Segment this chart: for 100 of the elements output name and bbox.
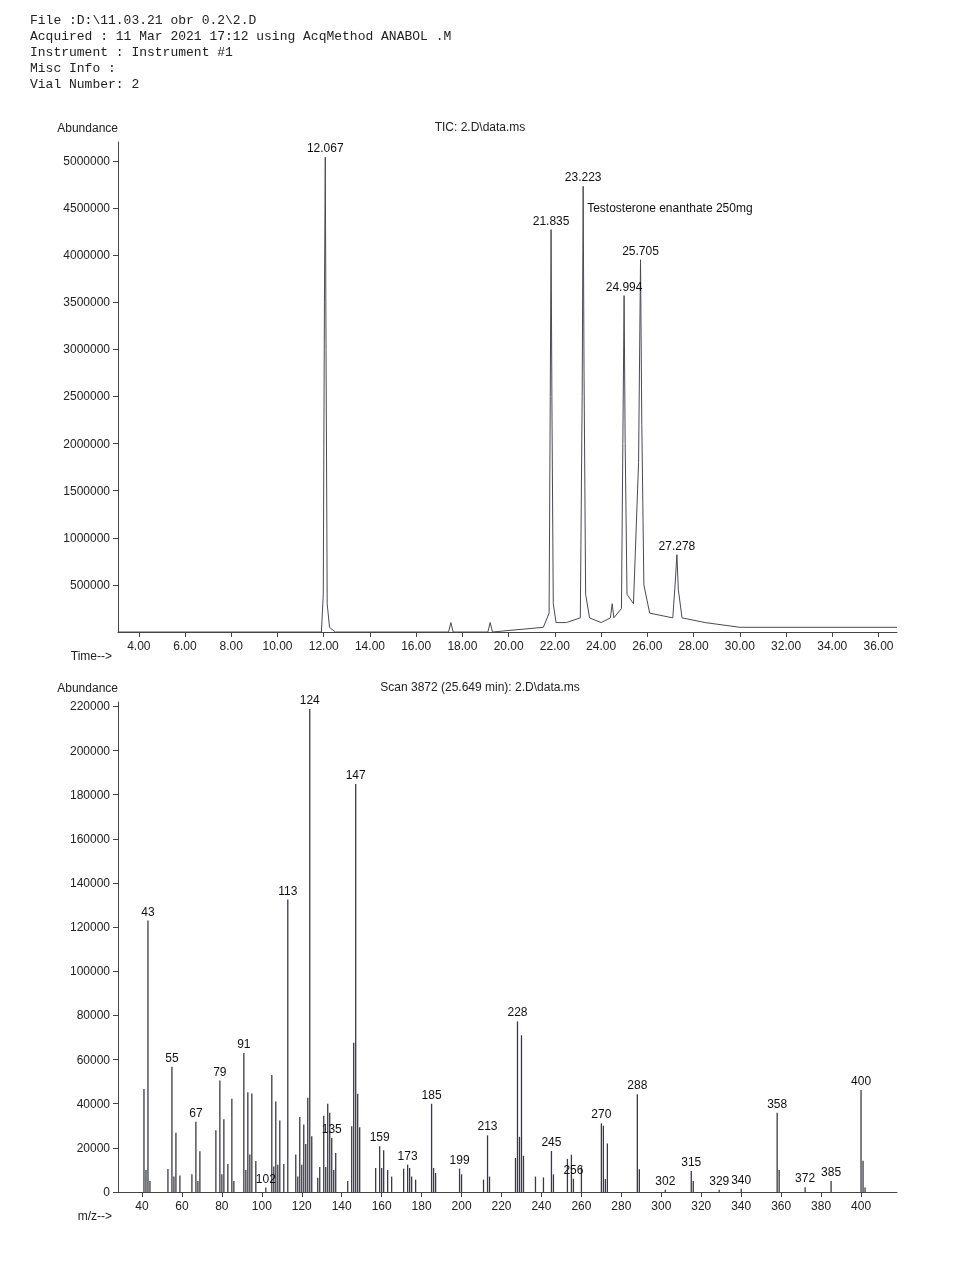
annotation: 270 [591,1107,612,1122]
x-tick-label: 6.00 [173,639,198,653]
text: Acquired : 11 Mar 2021 17:12 using AcqMethod ANABOL .M [30,29,452,44]
annotation: 147 [345,767,367,782]
annotation: 43 [141,904,155,919]
x-axis-title: m/z--> [77,1209,112,1223]
annotation: 358 [767,1096,788,1111]
annotation: 79 [213,1064,227,1079]
x-tick-label: 12.00 [308,639,340,653]
annotation: 213 [477,1119,498,1134]
text: File :D:\11.03.21 obr 0.2\2.D [30,13,257,28]
y-tick-label: 180000 [69,787,111,802]
x-tick-label: 10.00 [262,639,293,653]
y-tick-label: 4500000 [63,200,111,215]
chart-title: TIC: 2.D\data.ms [434,120,526,134]
annotation: 372 [795,1171,816,1186]
annotation: 173 [397,1148,418,1163]
x-tick-label: 26.00 [632,639,663,653]
x-tick-label: 36.00 [863,639,894,653]
x-tick-label: 160 [371,1199,392,1213]
x-tick-label: 380 [811,1199,832,1213]
x-tick-label: 4.00 [127,639,151,653]
y-tick-label: 0 [103,1185,111,1199]
x-tick-label: 240 [531,1199,552,1213]
y-tick-label: 40000 [76,1096,111,1111]
x-tick-label: 100 [251,1199,273,1213]
y-tick-label: 2500000 [63,389,111,404]
y-tick-label: 80000 [76,1008,111,1023]
x-tick-label: 320 [691,1199,712,1213]
x-tick-label: 300 [651,1199,672,1213]
annotation: 25.705 [622,243,660,258]
x-tick-label: 180 [411,1199,432,1213]
y-tick-label: 20000 [76,1140,111,1155]
y-tick-label: 1000000 [63,530,111,545]
annotation: 12.067 [306,141,344,156]
annotation: 159 [369,1130,390,1145]
x-tick-label: 60 [175,1199,189,1213]
y-tick-label: 3000000 [63,342,111,357]
y-axis-title: Abundance [57,681,119,695]
x-tick-label: 24.00 [586,639,617,653]
y-tick-label: 220000 [69,699,111,714]
annotation: 91 [237,1036,251,1051]
annotation: 245 [541,1134,562,1149]
x-tick-label: 340 [731,1199,752,1213]
x-tick-label: 120 [291,1199,313,1213]
x-tick-label: 34.00 [817,639,848,653]
y-axis-title: Abundance [57,121,119,135]
annotation: Testosterone enanthate 250mg [587,201,753,216]
y-tick-label: 100000 [69,964,111,979]
y-tick-label: 2000000 [63,436,111,451]
annotation: 329 [709,1173,730,1188]
x-tick-label: 220 [491,1199,512,1213]
x-tick-label: 360 [771,1199,792,1213]
y-tick-label: 4000000 [63,248,111,263]
y-tick-label: 60000 [76,1052,111,1067]
annotation: 185 [421,1087,442,1102]
annotation: 228 [507,1005,528,1020]
text: Vial Number: 2 [30,77,140,92]
text: Instrument : Instrument #1 [30,45,234,60]
x-tick-label: 16.00 [401,639,432,653]
annotation: 340 [731,1172,752,1187]
annotation: 385 [821,1164,842,1179]
x-tick-label: 40 [135,1199,149,1213]
x-tick-label: 140 [331,1199,353,1213]
x-tick-label: 20.00 [493,639,524,653]
x-tick-label: 280 [611,1199,632,1213]
y-tick-label: 3500000 [63,295,111,310]
x-axis-title: Time--> [70,649,112,663]
x-tick-label: 28.00 [678,639,709,653]
x-tick-label: 200 [451,1199,472,1213]
annotation: 67 [189,1105,203,1120]
annotation: 21.835 [532,213,570,228]
x-tick-label: 30.00 [724,639,756,653]
chart-title: Scan 3872 (25.649 min): 2.D\data.ms [380,680,580,694]
annotation: 27.278 [658,538,696,553]
x-tick-label: 400 [851,1199,872,1213]
y-tick-label: 1500000 [63,483,111,498]
x-tick-label: 80 [215,1199,229,1213]
annotation: 23.223 [564,170,602,185]
y-tick-label: 200000 [69,743,111,758]
y-tick-label: 140000 [69,875,111,890]
y-tick-label: 500000 [69,577,111,592]
x-tick-label: 260 [571,1199,592,1213]
x-tick-label: 18.00 [447,639,478,653]
annotation: 124 [299,693,321,708]
x-tick-label: 8.00 [219,639,244,653]
annotation: 302 [655,1173,676,1188]
annotation: 400 [851,1074,872,1089]
annotation: 199 [449,1152,470,1167]
annotation: 288 [627,1078,648,1093]
x-tick-label: 14.00 [354,639,386,653]
y-tick-label: 5000000 [63,153,111,168]
annotation: 315 [681,1155,702,1170]
y-tick-label: 160000 [69,831,111,846]
annotation: 55 [165,1050,179,1065]
y-tick-label: 120000 [69,920,111,935]
x-tick-label: 22.00 [539,639,571,653]
annotation: 113 [278,883,298,898]
text: Misc Info : [30,61,116,76]
x-tick-label: 32.00 [771,639,802,653]
